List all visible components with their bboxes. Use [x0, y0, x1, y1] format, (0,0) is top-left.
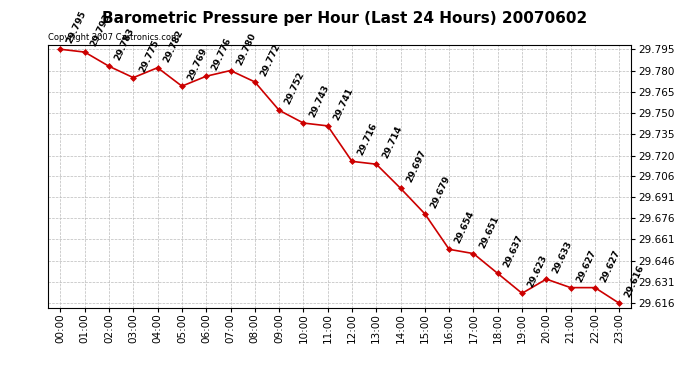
- Text: 29.775: 29.775: [137, 38, 161, 74]
- Text: 29.741: 29.741: [332, 86, 355, 122]
- Text: 29.654: 29.654: [453, 210, 476, 245]
- Text: 29.743: 29.743: [308, 83, 331, 119]
- Text: 29.772: 29.772: [259, 42, 282, 78]
- Text: 29.782: 29.782: [161, 28, 185, 63]
- Text: 29.780: 29.780: [235, 31, 257, 66]
- Text: 29.783: 29.783: [113, 27, 136, 62]
- Text: 29.752: 29.752: [284, 71, 306, 106]
- Text: 29.627: 29.627: [599, 248, 622, 284]
- Text: 29.623: 29.623: [526, 254, 549, 289]
- Text: 29.651: 29.651: [477, 214, 500, 249]
- Text: Copyright 2007 Cartronics.com: Copyright 2007 Cartronics.com: [48, 33, 179, 42]
- Text: 29.716: 29.716: [356, 122, 379, 157]
- Text: 29.616: 29.616: [623, 264, 647, 299]
- Text: 29.714: 29.714: [380, 124, 404, 160]
- Text: 29.637: 29.637: [502, 234, 525, 269]
- Text: 29.769: 29.769: [186, 46, 209, 82]
- Text: 29.793: 29.793: [89, 12, 112, 48]
- Text: 29.679: 29.679: [429, 174, 452, 210]
- Text: 29.776: 29.776: [210, 36, 233, 72]
- Text: 29.795: 29.795: [65, 10, 88, 45]
- Text: 29.627: 29.627: [575, 248, 598, 284]
- Text: 29.633: 29.633: [551, 240, 573, 275]
- Text: 29.697: 29.697: [405, 148, 428, 184]
- Text: Barometric Pressure per Hour (Last 24 Hours) 20070602: Barometric Pressure per Hour (Last 24 Ho…: [102, 11, 588, 26]
